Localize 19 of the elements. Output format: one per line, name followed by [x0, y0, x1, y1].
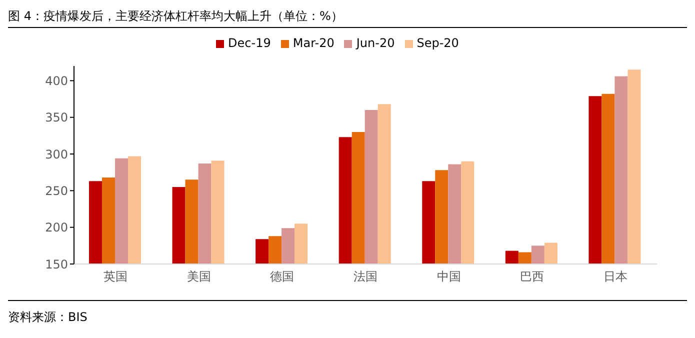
text: 资料来源：BIS: [8, 309, 88, 326]
x-tick-label: 英国: [104, 270, 128, 284]
legend-label: Dec-19: [228, 36, 271, 50]
legend-label: Sep-20: [416, 36, 459, 50]
legend-label: Mar-20: [292, 36, 334, 50]
y-tick-label: 400: [45, 74, 68, 88]
y-tick-label: 300: [45, 147, 68, 162]
y-tick-label: 200: [45, 220, 68, 235]
legend-label: Jun-20: [356, 36, 395, 50]
x-tick-label: 日本: [603, 270, 628, 284]
y-tick-label: 250: [45, 184, 68, 198]
y-tick-label: 150: [45, 257, 68, 272]
x-tick-label: 德国: [270, 270, 294, 284]
x-tick-label: 中国: [436, 270, 461, 284]
y-tick-label: 350: [45, 110, 68, 125]
x-tick-label: 法国: [354, 270, 378, 284]
x-tick-label: 美国: [186, 270, 211, 284]
x-tick-label: 巴西: [520, 270, 544, 284]
chart-title: 图 4：疫情爆发后，主要经济体杠杆率均大幅上升（单位：%）: [8, 8, 687, 28]
